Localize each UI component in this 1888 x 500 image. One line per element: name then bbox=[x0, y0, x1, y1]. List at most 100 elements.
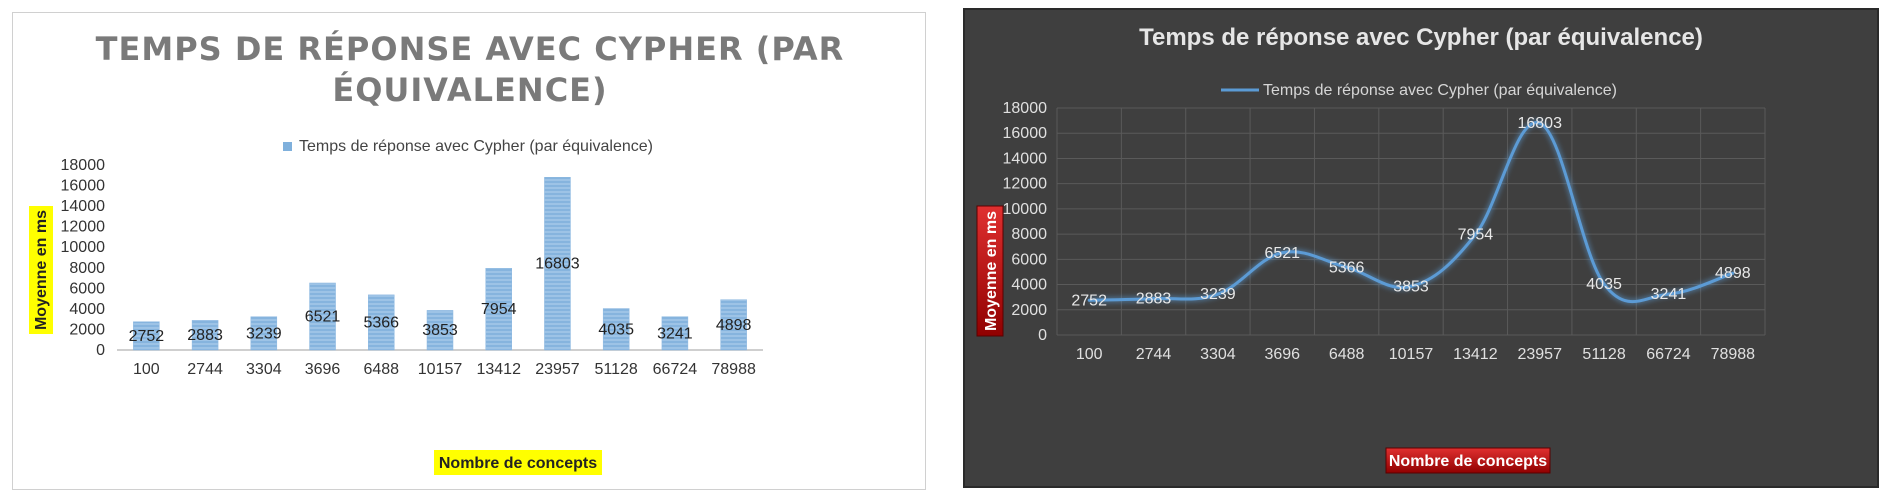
bar bbox=[485, 268, 512, 351]
bar-chart: TEMPS DE RÉPONSE AVEC CYPHER (PAR ÉQUIVA… bbox=[29, 30, 845, 475]
series-line bbox=[1089, 121, 1734, 304]
data-label: 4035 bbox=[598, 321, 634, 338]
data-label: 7954 bbox=[1458, 227, 1494, 244]
chart-title-line-1: TEMPS DE RÉPONSE AVEC CYPHER (PAR bbox=[96, 30, 845, 68]
x-tick-label: 100 bbox=[133, 361, 160, 378]
y-axis-label-bg bbox=[29, 206, 53, 334]
data-label: 3853 bbox=[1393, 278, 1429, 295]
legend-swatch bbox=[283, 142, 292, 151]
data-label: 3853 bbox=[422, 322, 458, 339]
y-tick-label: 4000 bbox=[69, 301, 105, 318]
data-label: 3241 bbox=[657, 325, 693, 342]
data-point bbox=[1538, 121, 1542, 125]
y-tick-label: 0 bbox=[96, 342, 105, 359]
x-tick-label: 78988 bbox=[1711, 346, 1756, 363]
data-point bbox=[1345, 265, 1349, 269]
data-label: 16803 bbox=[535, 256, 580, 273]
y-tick-label: 6000 bbox=[1011, 251, 1047, 268]
x-tick-label: 51128 bbox=[1582, 346, 1625, 363]
data-point bbox=[1731, 271, 1735, 275]
line-chart-panel: Temps de réponse avec Cypher (par équiva… bbox=[963, 8, 1879, 488]
x-tick-label: 3304 bbox=[1200, 346, 1236, 363]
line-chart: Temps de réponse avec Cypher (par équiva… bbox=[976, 24, 1766, 474]
x-tick-label: 13412 bbox=[1453, 346, 1498, 363]
x-tick-label: 78988 bbox=[711, 361, 756, 378]
y-tick-label: 0 bbox=[1038, 327, 1047, 344]
x-tick-label: 6488 bbox=[363, 361, 399, 378]
data-point bbox=[1602, 282, 1606, 286]
y-tick-label: 10000 bbox=[61, 239, 106, 256]
data-label: 2883 bbox=[187, 327, 223, 344]
data-point bbox=[1409, 284, 1413, 288]
data-label: 2883 bbox=[1136, 291, 1172, 308]
y-tick-label: 6000 bbox=[69, 280, 105, 297]
data-label: 5366 bbox=[363, 314, 399, 331]
x-tick-label: 3696 bbox=[1264, 346, 1300, 363]
legend-label: Temps de réponse avec Cypher (par équiva… bbox=[299, 138, 653, 155]
x-tick-label: 3696 bbox=[305, 361, 341, 378]
x-axis-label-bg bbox=[1385, 447, 1551, 474]
y-tick-label: 14000 bbox=[1003, 150, 1048, 167]
x-tick-label: 2744 bbox=[187, 361, 223, 378]
bar bbox=[426, 310, 454, 351]
y-tick-label: 12000 bbox=[1003, 176, 1048, 193]
chart-title: Temps de réponse avec Cypher (par équiva… bbox=[1139, 24, 1703, 51]
chart-title-line-2: ÉQUIVALENCE) bbox=[332, 71, 607, 109]
x-tick-label: 66724 bbox=[653, 361, 698, 378]
bar-plot-area: 0 2000 4000 6000 8000 10000 12000 14000 16000 180… bbox=[61, 157, 763, 378]
data-label: 3241 bbox=[1651, 286, 1687, 303]
y-tick-label: 16000 bbox=[61, 178, 106, 195]
data-point bbox=[1280, 251, 1284, 255]
data-label: 16803 bbox=[1517, 115, 1562, 132]
data-label: 6521 bbox=[305, 308, 341, 325]
bar bbox=[720, 299, 747, 351]
data-label: 4035 bbox=[1586, 276, 1622, 293]
y-tick-label: 12000 bbox=[61, 219, 106, 236]
line-plot-area: 0 2000 4000 6000 8000 10000 12000 14000 16000 180… bbox=[1003, 100, 1766, 363]
bar bbox=[544, 177, 571, 351]
x-tick-label: 51128 bbox=[595, 361, 638, 378]
data-point bbox=[1152, 297, 1156, 301]
x-tick-label: 23957 bbox=[1517, 346, 1562, 363]
bar bbox=[661, 316, 689, 351]
x-tick-label: 100 bbox=[1076, 346, 1103, 363]
x-axis-label: Nombre de concepts bbox=[1389, 453, 1547, 470]
bar bbox=[133, 321, 160, 351]
data-point bbox=[1216, 292, 1220, 296]
y-tick-label: 18000 bbox=[61, 157, 106, 174]
y-tick-label: 8000 bbox=[69, 260, 105, 277]
data-label: 7954 bbox=[481, 301, 517, 318]
x-tick-label: 10157 bbox=[418, 361, 463, 378]
data-label: 3239 bbox=[1200, 286, 1236, 303]
data-label: 3239 bbox=[246, 325, 282, 342]
legend-label: Temps de réponse avec Cypher (par équiva… bbox=[1263, 82, 1617, 99]
x-tick-label: 6488 bbox=[1329, 346, 1365, 363]
bar bbox=[309, 282, 336, 351]
x-tick-label: 66724 bbox=[1646, 346, 1691, 363]
y-tick-label: 10000 bbox=[1003, 201, 1048, 218]
y-axis-label-bg bbox=[976, 205, 1004, 337]
y-tick-label: 8000 bbox=[1011, 226, 1047, 243]
data-point bbox=[1087, 298, 1091, 302]
x-axis-label-bg bbox=[434, 450, 602, 475]
data-label: 6521 bbox=[1264, 245, 1300, 262]
x-tick-label: 3304 bbox=[246, 361, 282, 378]
x-tick-label: 2744 bbox=[1136, 346, 1172, 363]
y-tick-label: 18000 bbox=[1003, 100, 1048, 117]
data-point bbox=[1473, 233, 1477, 237]
data-label: 2752 bbox=[1071, 292, 1107, 309]
data-label: 4898 bbox=[1715, 265, 1751, 282]
data-label: 2752 bbox=[129, 328, 165, 345]
x-axis-label: Nombre de concepts bbox=[439, 455, 597, 472]
x-tick-label: 23957 bbox=[535, 361, 580, 378]
x-tick-label: 13412 bbox=[476, 361, 521, 378]
y-tick-label: 4000 bbox=[1011, 277, 1047, 294]
x-tick-label: 10157 bbox=[1389, 346, 1434, 363]
bar bbox=[368, 294, 395, 351]
bar bbox=[191, 320, 219, 351]
bar-chart-panel: TEMPS DE RÉPONSE AVEC CYPHER (PAR ÉQUIVA… bbox=[12, 12, 926, 490]
y-axis-label: Moyenne en ms bbox=[33, 210, 50, 330]
bar bbox=[602, 308, 630, 351]
data-label: 4898 bbox=[716, 317, 752, 334]
y-axis-label: Moyenne en ms bbox=[983, 211, 1000, 331]
